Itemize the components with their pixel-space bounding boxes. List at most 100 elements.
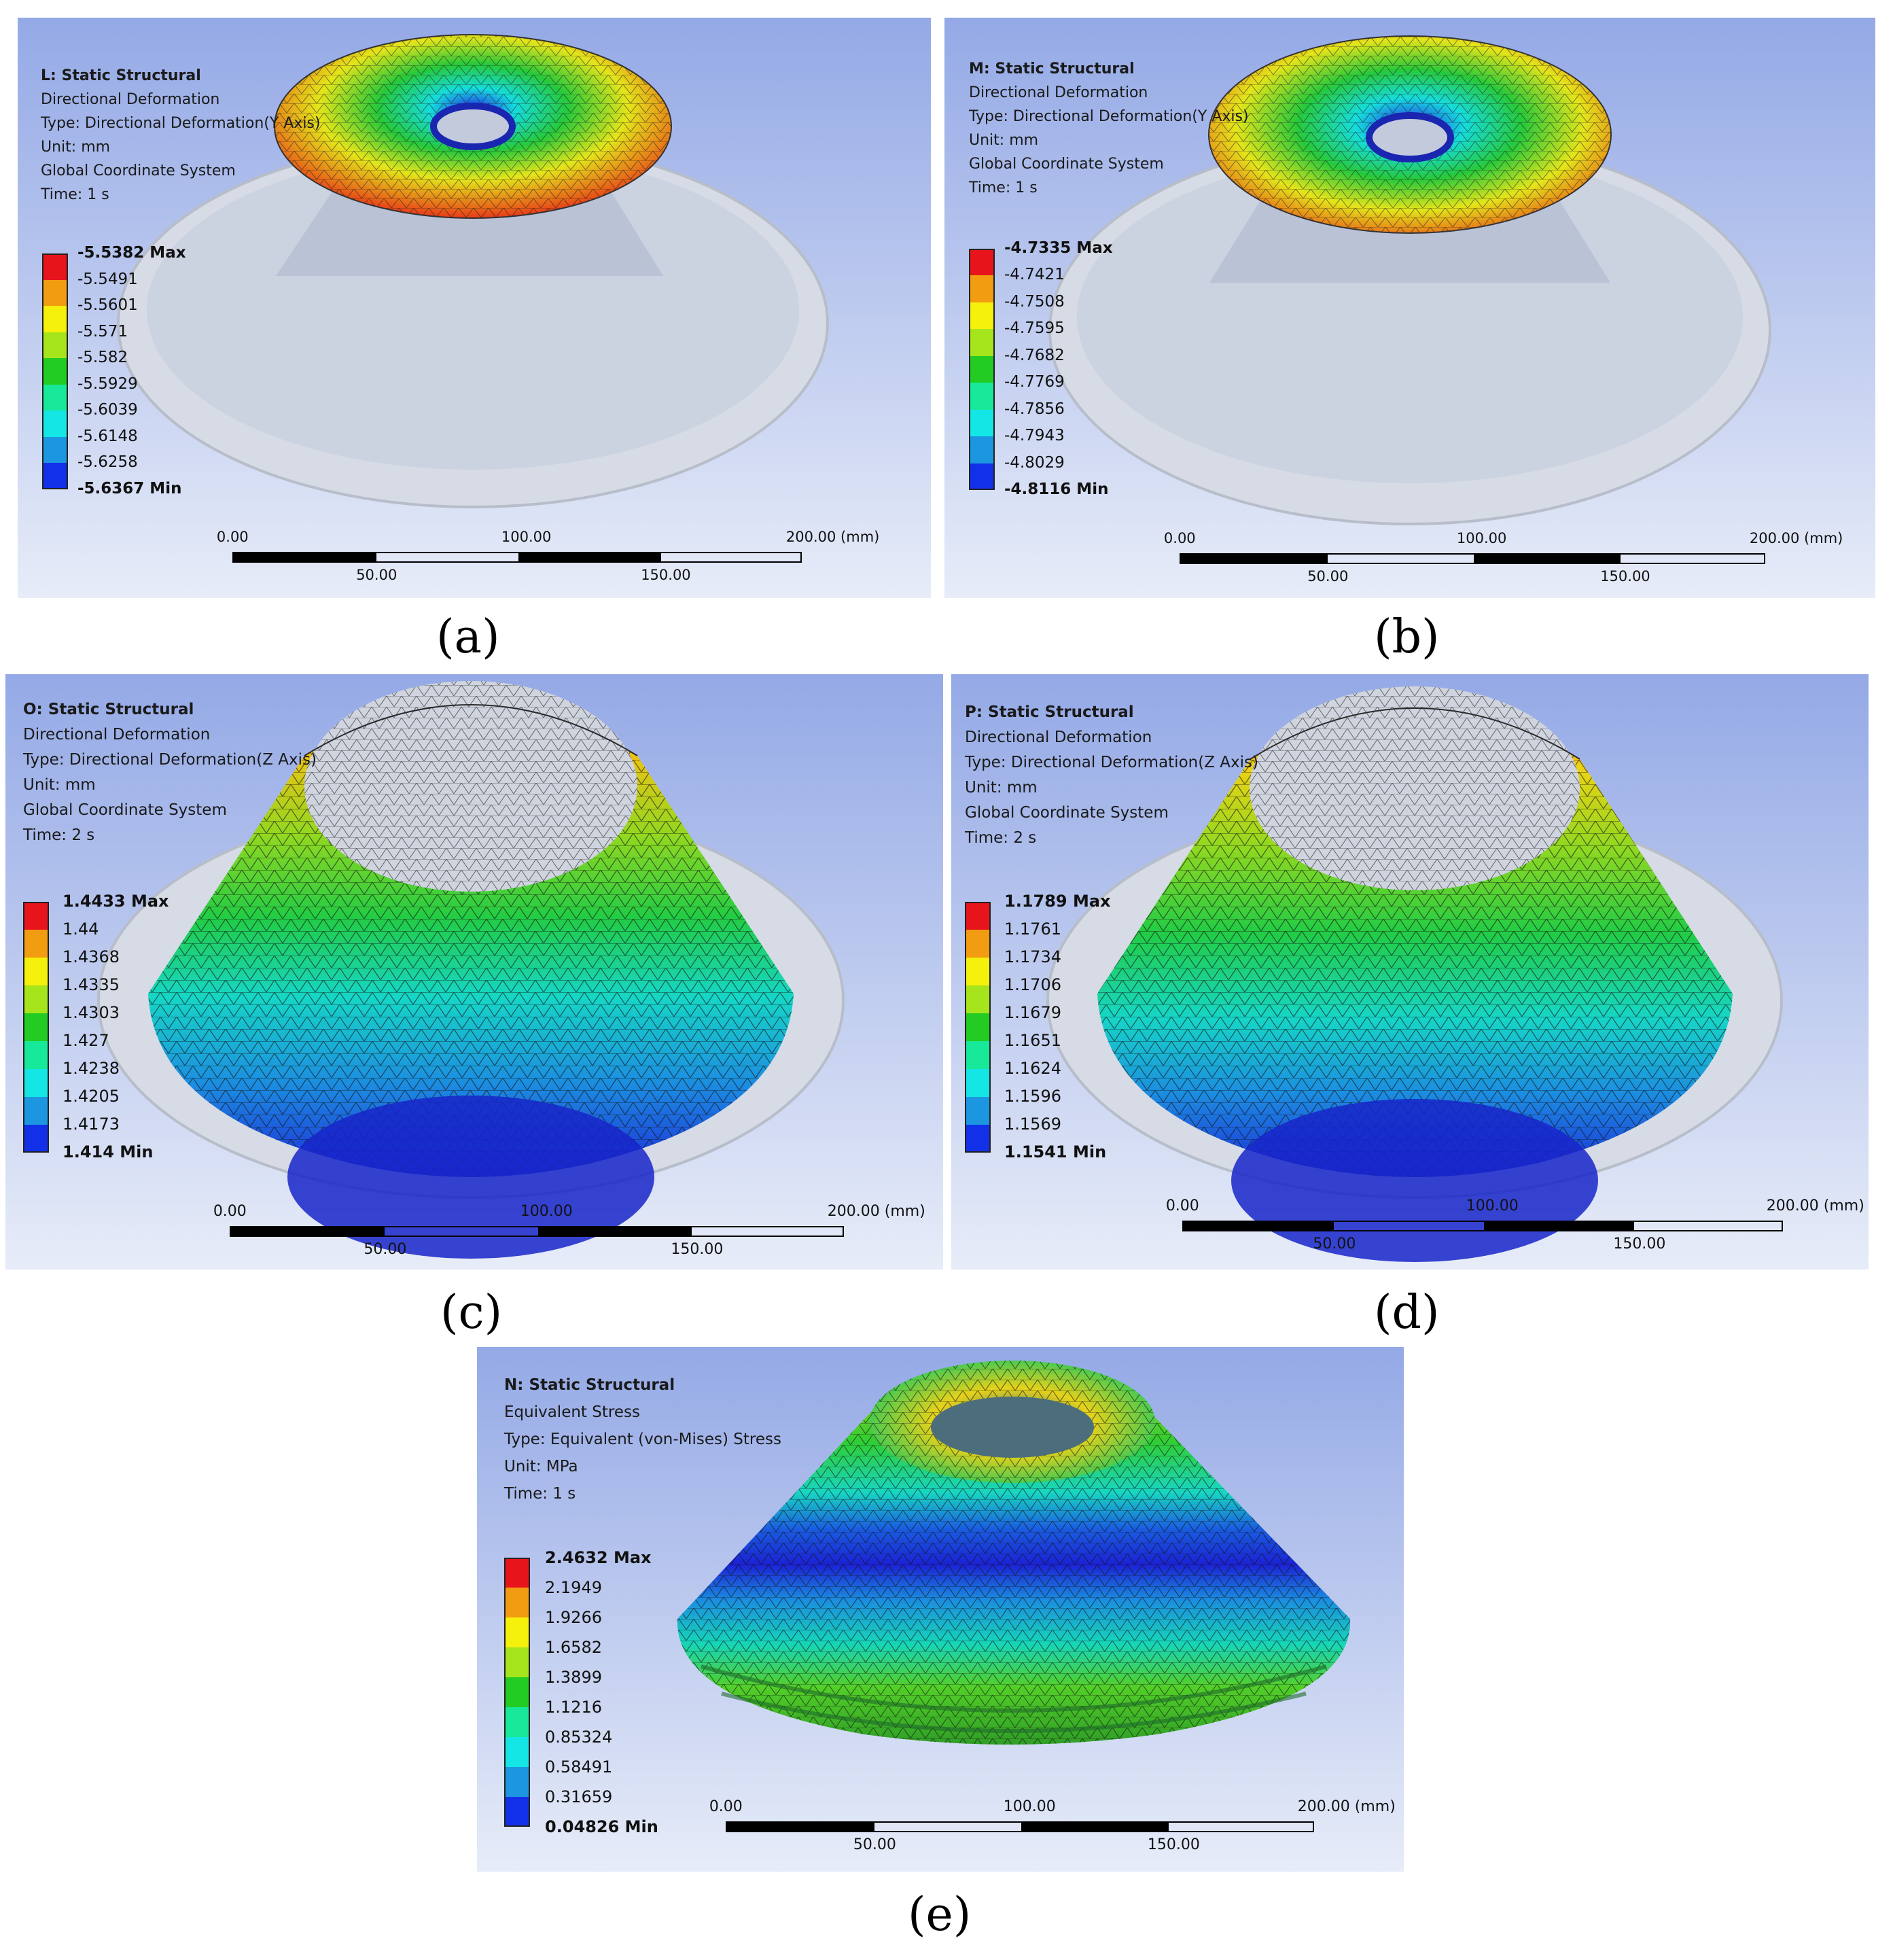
legend-label: -4.7943: [1004, 427, 1065, 445]
info-line: Unit: mm: [23, 776, 96, 794]
legend-label: 0.04826 Min: [545, 1817, 658, 1836]
legend-label: 1.1541 Min: [1004, 1142, 1107, 1162]
legend-color-band: [965, 929, 991, 958]
info-line: Type: Equivalent (von-Mises) Stress: [504, 1431, 781, 1448]
scale-bar-track: [726, 1821, 1314, 1832]
legend-color-band: [969, 409, 995, 437]
legend-label: 1.1624: [1004, 1059, 1061, 1079]
legend-color-band: [23, 901, 49, 930]
scale-bar-track: [1180, 553, 1765, 564]
scale-label-bottom: 150.00: [1147, 1836, 1200, 1853]
legend-label: -5.5491: [77, 270, 138, 288]
legend-outline: [965, 901, 991, 1153]
legend-label: 1.9266: [545, 1607, 602, 1627]
legend-label: -5.5382 Max: [77, 244, 186, 262]
legend-label: 1.1706: [1004, 975, 1061, 995]
scale-label-top: 200.00 (mm): [1749, 530, 1843, 546]
scale-bar-segment: [231, 1227, 385, 1236]
scale-label-top: 200.00 (mm): [1297, 1798, 1396, 1815]
model-view-e: [677, 1361, 1351, 1745]
legend-label: 1.44: [63, 920, 99, 939]
info-line: Time: 2 s: [965, 829, 1037, 847]
scale-bar-track: [1182, 1221, 1783, 1231]
legend-label: 1.1734: [1004, 947, 1061, 967]
info-line: Type: Directional Deformation(Y Axis): [969, 108, 1249, 125]
legend-label: 1.427: [63, 1031, 109, 1051]
legend-label: -5.582: [77, 349, 128, 367]
legend-label: -5.6367 Min: [77, 479, 182, 497]
scale-label-top: 0.00: [709, 1798, 743, 1815]
legend-label: -4.7335 Max: [1004, 239, 1113, 257]
info-line: Unit: mm: [969, 132, 1039, 149]
legend-label: 2.4632 Max: [545, 1547, 652, 1567]
info-line: Directional Deformation: [965, 729, 1152, 746]
legend-label: 1.4238: [63, 1059, 120, 1079]
legend-label: -4.7769: [1004, 373, 1065, 391]
info-line: Global Coordinate System: [41, 162, 236, 179]
legend-outline: [42, 253, 68, 489]
scale-bar-segment: [1181, 555, 1328, 563]
legend-label: 1.4433 Max: [63, 892, 169, 911]
info-line: Type: Directional Deformation(Z Axis): [23, 751, 317, 769]
legend-label: 0.85324: [545, 1727, 613, 1747]
scale-label-top: 100.00: [1003, 1798, 1056, 1815]
legend-label: -5.571: [77, 322, 128, 340]
legend-label: 2.1949: [545, 1577, 602, 1597]
legend-label: -4.8116 Min: [1004, 480, 1109, 499]
legend-label: 1.6582: [545, 1637, 602, 1657]
info-block-a: L: Static Structural Directional Deforma…: [41, 64, 321, 207]
scale-label-bottom: 150.00: [671, 1241, 724, 1258]
legend-label: 0.58491: [545, 1757, 613, 1777]
info-line: Directional Deformation: [41, 91, 220, 108]
result-title: N: Static Structural: [504, 1376, 675, 1394]
legend-label: 1.1596: [1004, 1087, 1061, 1106]
legend-color-band: [23, 1013, 49, 1041]
info-block-c: O: Static Structural Directional Deforma…: [23, 697, 317, 848]
info-line: Type: Directional Deformation(Z Axis): [965, 754, 1258, 771]
legend-color-band: [23, 1040, 49, 1069]
caption-e: (e): [908, 1888, 972, 1942]
info-line: Time: 1 s: [504, 1485, 576, 1503]
scale-bar-segment: [1484, 1222, 1634, 1230]
legend-label: -4.7508: [1004, 292, 1065, 311]
legend-label: 1.4173: [63, 1115, 120, 1134]
result-title: P: Static Structural: [965, 703, 1134, 721]
legend-label: 1.4205: [63, 1087, 120, 1106]
info-line: Global Coordinate System: [965, 804, 1169, 822]
model-view-b: [1048, 35, 1771, 525]
info-line: Time: 1 s: [969, 179, 1038, 196]
scale-label-top: 0.00: [213, 1203, 247, 1220]
scale-label-bottom: 50.00: [356, 567, 397, 583]
model-view-a: [117, 34, 829, 508]
legend-label: 1.4368: [63, 947, 120, 967]
scale-bar-track: [232, 552, 802, 563]
legend-label: 1.1569: [1004, 1115, 1061, 1134]
legend-label: -4.7421: [1004, 266, 1065, 284]
scale-label-top: 200.00 (mm): [827, 1203, 925, 1220]
info-line: Time: 1 s: [41, 186, 109, 203]
scale-label-bottom: 50.00: [1307, 568, 1349, 584]
info-line: Directional Deformation: [969, 84, 1148, 101]
info-line: Time: 2 s: [23, 826, 95, 844]
info-line: Unit: mm: [41, 139, 111, 156]
legend-color-band: [965, 1068, 991, 1097]
scale-bar-segment: [538, 1227, 692, 1236]
legend-label: -5.6148: [77, 427, 138, 445]
caption-c: (c): [440, 1286, 503, 1340]
scale-bar-segment: [1021, 1823, 1169, 1831]
scale-label-bottom: 50.00: [364, 1241, 407, 1258]
legend-color-band: [23, 1068, 49, 1097]
legend-label: 1.4335: [63, 975, 120, 995]
scale-bar-segment: [518, 553, 661, 561]
scale-bar-segment: [234, 553, 376, 561]
legend-label: 1.1651: [1004, 1031, 1061, 1051]
scale-label-top: 100.00: [501, 529, 552, 545]
legend-label: -4.8029: [1004, 453, 1065, 472]
legend-color-band: [969, 275, 995, 302]
scale-label-top: 200.00 (mm): [1766, 1197, 1864, 1214]
info-line: Unit: mm: [965, 779, 1038, 797]
legend-label: 1.1761: [1004, 920, 1061, 939]
scale-label-top: 100.00: [520, 1203, 573, 1220]
legend-label: -4.7682: [1004, 346, 1065, 364]
legend-outline: [969, 248, 995, 491]
